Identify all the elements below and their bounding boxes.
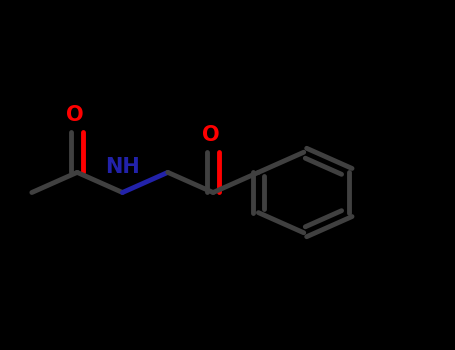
- Text: O: O: [202, 125, 220, 145]
- Text: NH: NH: [105, 157, 140, 177]
- Text: O: O: [66, 105, 84, 125]
